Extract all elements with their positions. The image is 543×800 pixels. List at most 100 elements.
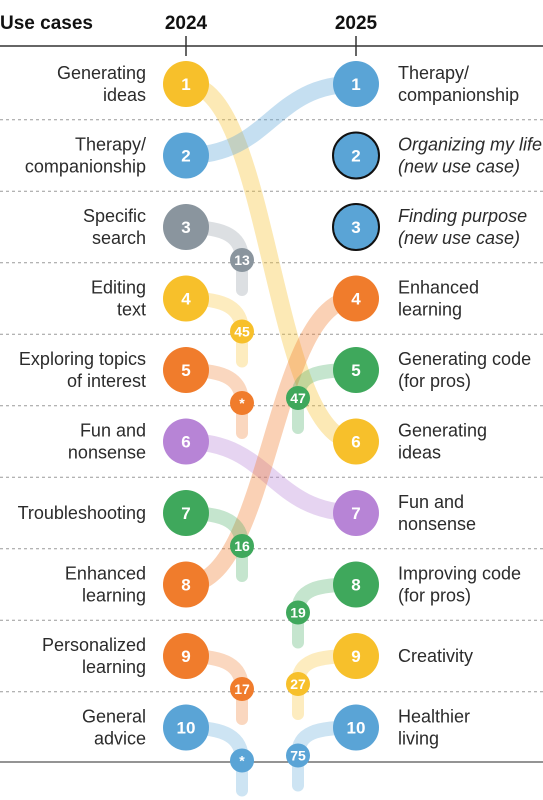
label-2024-10-line-1: General — [82, 707, 146, 727]
label-2024-2-line-2: companionship — [25, 157, 146, 177]
rank-circle-2024-3 — [163, 204, 209, 250]
rank-circle-2025-8 — [333, 561, 379, 608]
right-8-2024-rank-dot — [286, 600, 310, 625]
row-2025-9: 9 Creativity — [333, 633, 473, 679]
rank-number-2024-10: 10 — [177, 719, 196, 738]
right-9-2024-rank-value: 27 — [290, 676, 306, 692]
right-8-2024-rank: 19 — [286, 600, 310, 649]
rank-number-2025-5: 5 — [351, 361, 360, 380]
rank-number-2024-3: 3 — [181, 218, 190, 237]
rank-change-ribbons — [177, 75, 365, 593]
ribbon-8-to-4 — [177, 290, 365, 593]
label-2024-4-line-2: text — [117, 300, 146, 320]
row-2025-1: 1 Therapy/companionship — [333, 61, 519, 107]
use-cases-heading: Use cases — [0, 13, 93, 34]
label-2025-10-line-1: Healthier — [398, 707, 470, 727]
rank-circle-2024-5 — [163, 347, 209, 393]
rank-number-2025-4: 4 — [351, 290, 361, 309]
rank-number-2024-9: 9 — [181, 647, 190, 666]
label-2025-8-line-2: (for pros) — [398, 586, 471, 606]
ribbon-1-to-6 — [177, 75, 365, 450]
rank-circle-2024-1 — [163, 61, 209, 107]
right-5-2024-rank-dot — [286, 386, 310, 410]
left-10-2025-rank: * — [230, 748, 254, 797]
left-9-2025-rank: 17 — [230, 677, 254, 725]
right-10-2024-rank-dot — [286, 743, 310, 768]
year-2025-heading: 2025 — [335, 13, 378, 34]
row-2024-2: 2 Therapy/companionship — [25, 132, 209, 179]
right-5-2024-rank-value: 47 — [290, 390, 306, 406]
label-2025-5-line-2: (for pros) — [398, 371, 471, 391]
rank-number-2025-10: 10 — [347, 719, 366, 738]
rank-number-2024-5: 5 — [181, 361, 190, 380]
left-7-2025-rank-value: 16 — [234, 538, 250, 554]
rank-number-2024-1: 1 — [181, 75, 190, 94]
rank-number-2025-7: 7 — [351, 504, 360, 523]
label-2025-2-line-2: (new use case) — [398, 157, 520, 177]
rank-number-2025-1: 1 — [351, 75, 360, 94]
label-2024-10-line-2: advice — [94, 729, 146, 749]
rank-circle-2025-3 — [332, 203, 380, 251]
right-10-2024-rank-value: 75 — [290, 748, 306, 764]
label-2024-9-line-1: Personalized — [42, 635, 146, 655]
left-3-2025-rank: 13 — [230, 248, 254, 296]
rank-number-2025-2: 2 — [351, 147, 360, 166]
row-2025-8: 8 Improving code(for pros) — [333, 561, 521, 608]
label-2024-1-line-1: Generating — [57, 63, 146, 83]
chart-header: Use cases 2024 2025 — [0, 13, 378, 34]
label-2024-8-line-1: Enhanced — [65, 564, 146, 584]
label-2024-3-line-2: search — [92, 228, 146, 248]
rank-circle-2024-8 — [163, 561, 209, 608]
label-2024-5-line-2: of interest — [67, 371, 146, 391]
left-5-2025-rank: * — [230, 391, 254, 439]
label-2025-3-line-1: Finding purpose — [398, 206, 527, 226]
rank-circle-2025-2 — [332, 131, 380, 180]
left-7-2025-rank: 16 — [230, 534, 254, 582]
rank-number-2025-6: 6 — [351, 433, 360, 452]
label-2024-7-line-1: Troubleshooting — [18, 503, 146, 523]
rank-circle-2024-4 — [163, 275, 209, 322]
label-2025-9-line-1: Creativity — [398, 646, 473, 666]
left-4-2025-rank-value: 45 — [234, 324, 250, 340]
rank-circle-2025-9 — [333, 633, 379, 679]
rank-circle-2025-5 — [333, 347, 379, 393]
rank-circle-2024-7 — [163, 490, 209, 536]
label-2024-6-line-1: Fun and — [80, 421, 146, 441]
ribbon-2-to-1 — [177, 75, 365, 164]
label-2024-4-line-1: Editing — [91, 278, 146, 298]
label-2025-7-line-2: nonsense — [398, 514, 476, 534]
label-2025-7-line-1: Fun and — [398, 492, 464, 512]
label-2025-8-line-1: Improving code — [398, 564, 521, 584]
year-2024-heading: 2024 — [165, 13, 208, 34]
left-9-2025-rank-value: 17 — [234, 681, 250, 697]
left-7-2025-rank-dot — [230, 534, 254, 558]
rank-number-2024-8: 8 — [181, 576, 190, 595]
left-4-2025-rank: 45 — [230, 319, 254, 368]
row-2025-2: 2 Organizing my life(new use case) — [332, 131, 542, 180]
label-2024-5-line-1: Exploring topics — [19, 349, 146, 369]
rank-number-2025-3: 3 — [351, 218, 360, 237]
rank-circle-2025-6 — [333, 418, 379, 465]
label-2024-9-line-2: learning — [82, 657, 146, 677]
label-2025-6-line-1: Generating — [398, 421, 487, 441]
rank-number-2024-2: 2 — [181, 147, 190, 166]
left-10-2025-rank-value: * — [239, 753, 245, 769]
label-2025-6-line-2: ideas — [398, 443, 441, 463]
rank-circle-2025-7 — [333, 490, 379, 536]
right-9-2024-rank-dot — [286, 672, 310, 696]
label-2024-8-line-2: learning — [82, 586, 146, 606]
left-5-2025-rank-value: * — [239, 395, 245, 411]
label-2025-1-line-2: companionship — [398, 85, 519, 105]
